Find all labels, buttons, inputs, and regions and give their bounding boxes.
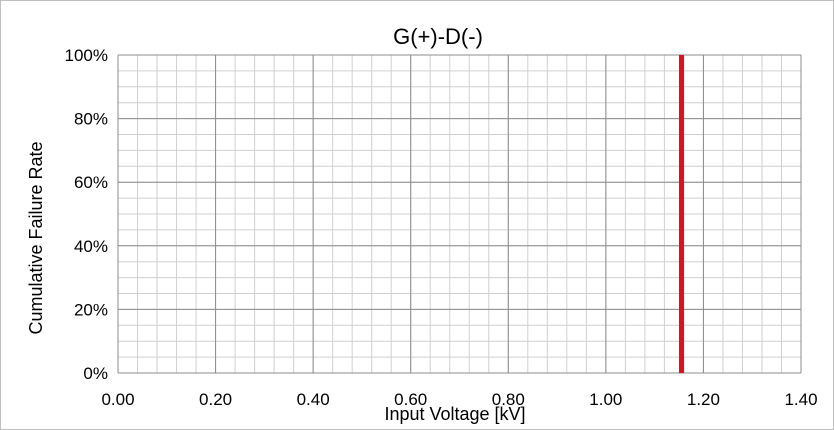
x-tick-label: 0.40 [297, 390, 330, 409]
x-tick-label: 1.00 [589, 390, 622, 409]
x-tick-label: 0.20 [199, 390, 232, 409]
chart-title: G(+)-D(-) [393, 24, 483, 49]
x-tick-label: 0.80 [492, 390, 525, 409]
y-tick-label: 100% [65, 46, 108, 65]
major-grid [117, 54, 802, 374]
x-tick-label: 1.40 [784, 390, 817, 409]
y-tick-label: 20% [74, 300, 108, 319]
x-tick-label: 0.60 [394, 390, 427, 409]
y-tick-label: 0% [83, 364, 108, 383]
y-axis-ticks: 0% 20% 40% 60% 80% 100% [65, 46, 108, 383]
y-tick-label: 60% [74, 173, 108, 192]
x-axis-label: Input Voltage [kV] [384, 404, 525, 424]
minor-grid [117, 54, 802, 374]
y-axis-label: Cumulative Failure Rate [26, 141, 46, 334]
x-tick-label: 1.20 [687, 390, 720, 409]
y-tick-label: 40% [74, 237, 108, 256]
x-tick-label: 0.00 [101, 390, 134, 409]
x-axis-ticks: 0.00 0.20 0.40 0.60 0.80 1.00 1.20 1.40 [101, 390, 817, 409]
y-tick-label: 80% [74, 110, 108, 129]
